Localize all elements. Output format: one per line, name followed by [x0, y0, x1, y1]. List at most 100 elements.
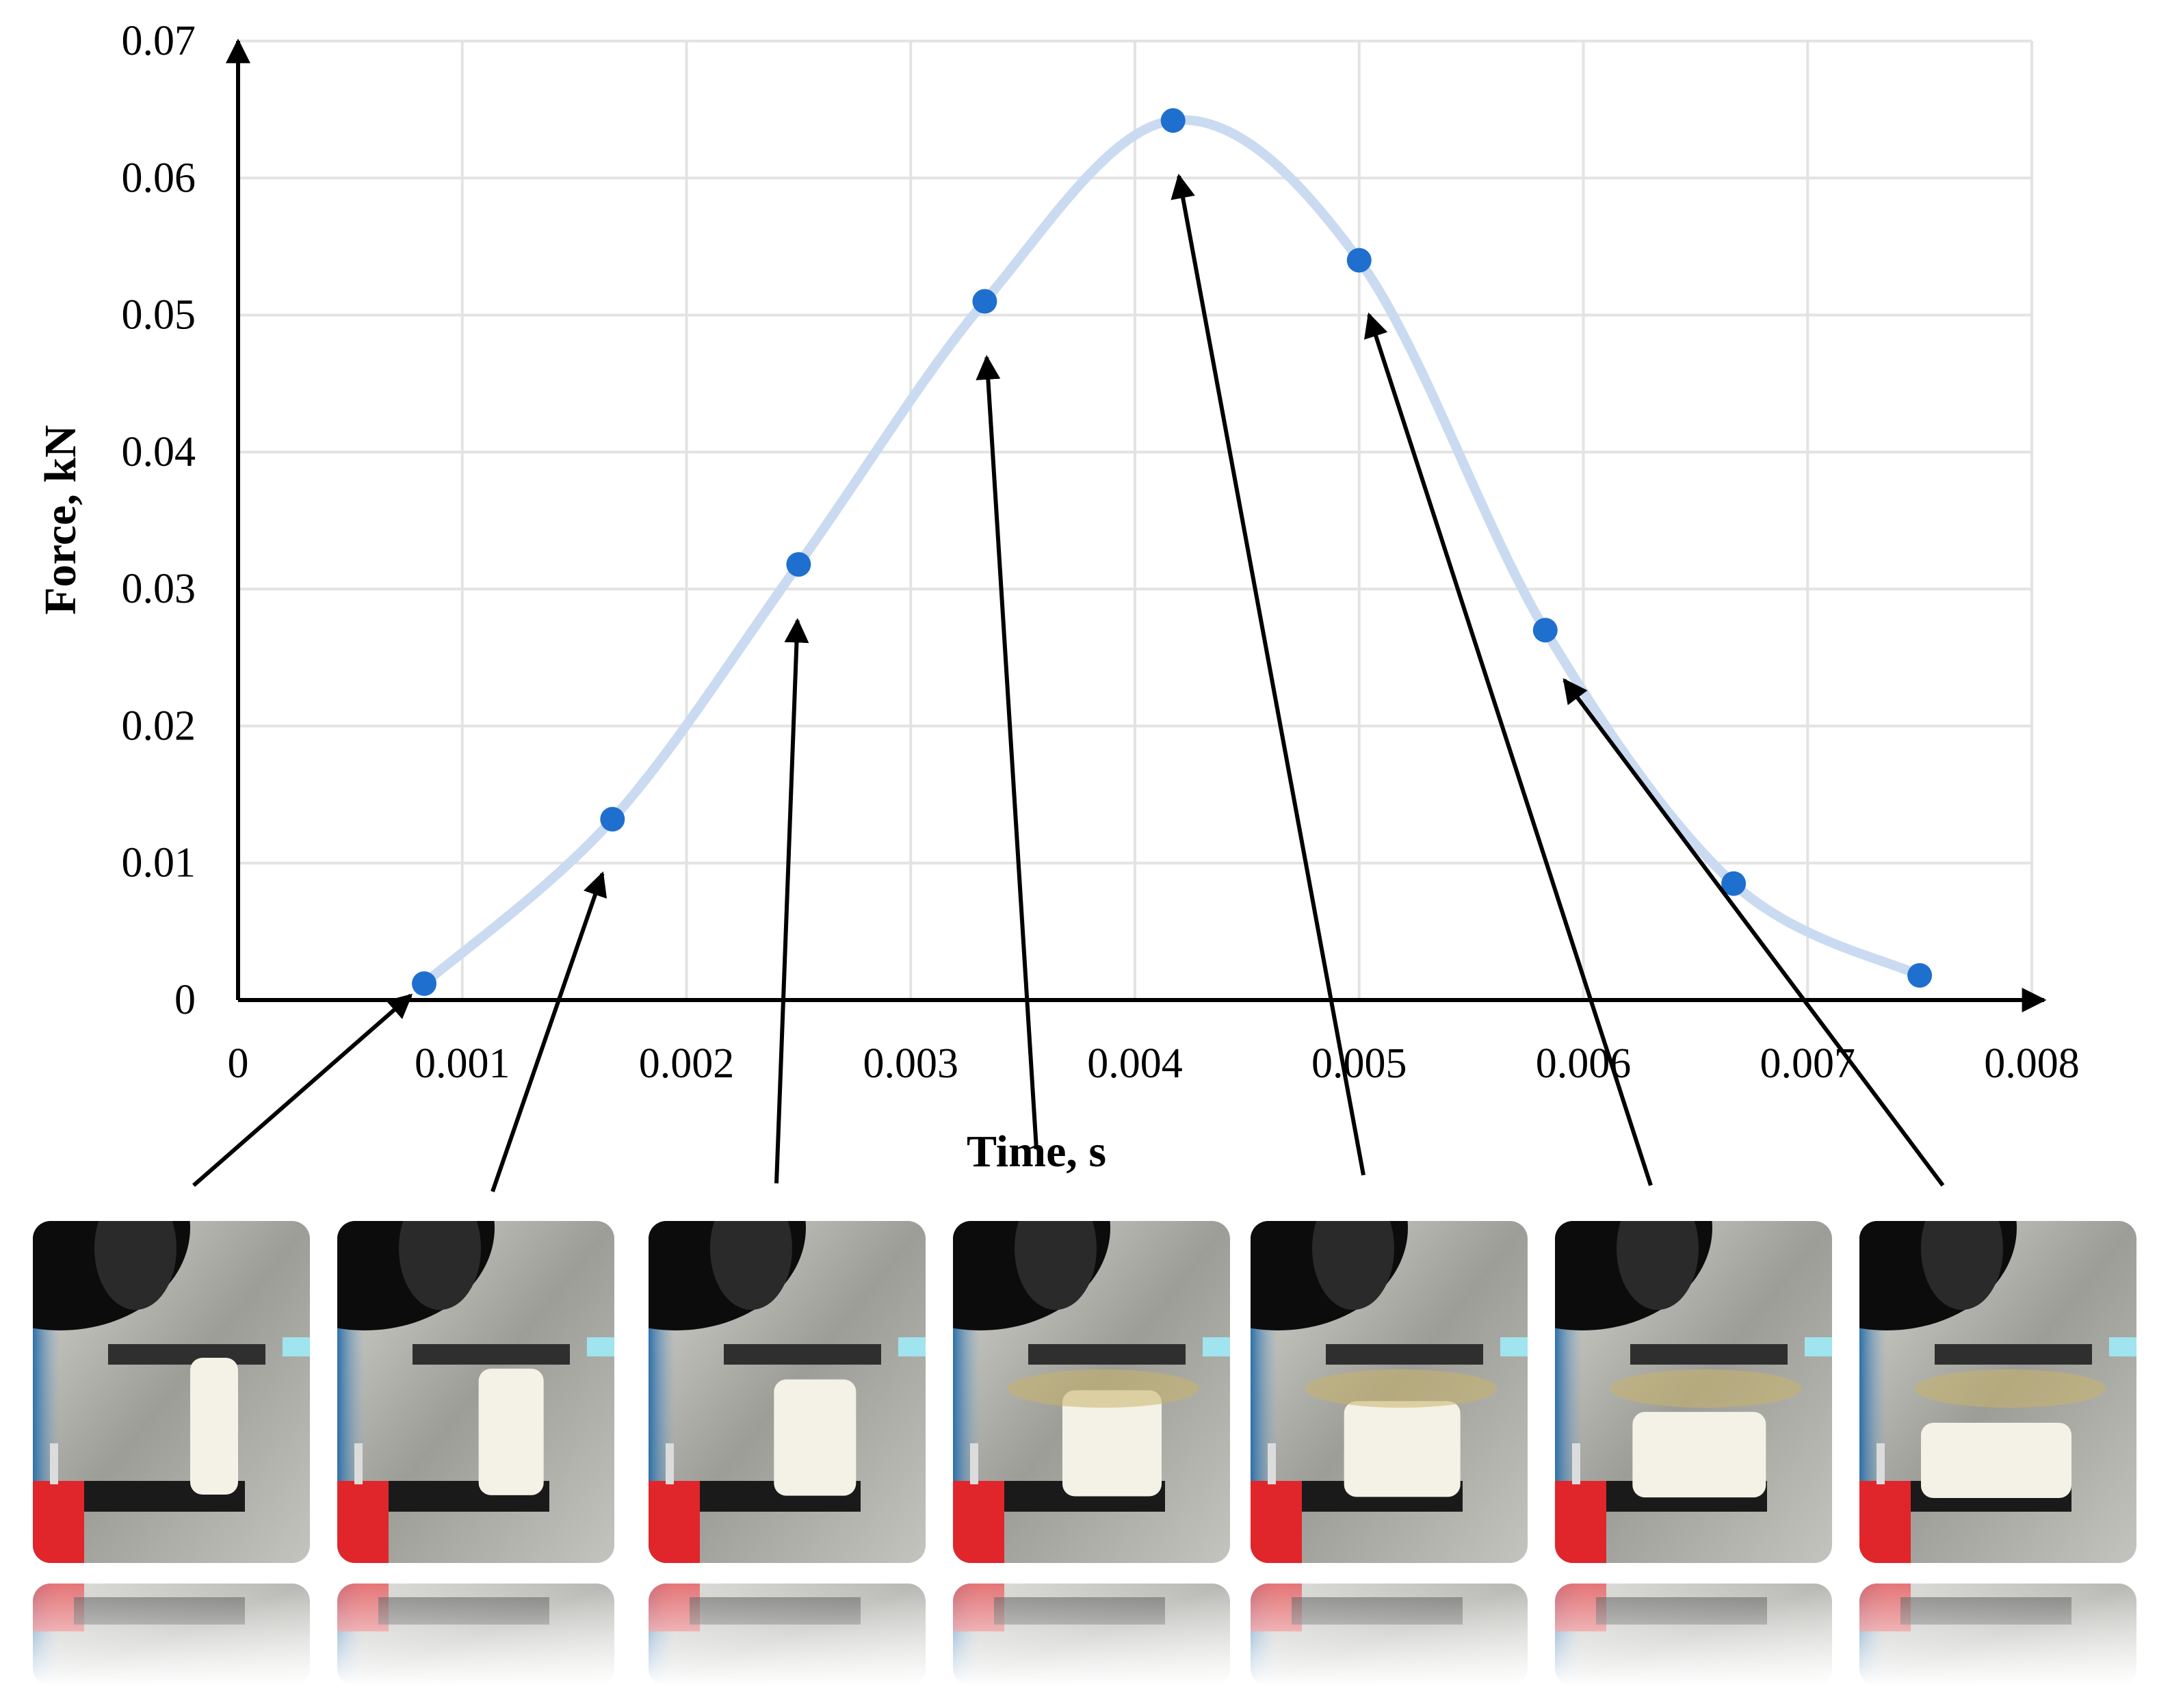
frame-cyan-marker: [1500, 1337, 1528, 1356]
photo-frame-reflection: [649, 1584, 926, 1686]
frame-red-block: [1251, 1481, 1302, 1563]
frame-clamp-bar: [413, 1344, 570, 1365]
frame-reflection-fade: [953, 1584, 1230, 1686]
frame-specimen: [1632, 1412, 1766, 1498]
data-point: [412, 971, 437, 996]
annotation-arrow: [774, 618, 809, 1184]
x-tick-labels: 0 0.001 0.002 0.003 0.004 0.005 0.006 0.007 0.00…: [228, 1040, 2080, 1087]
data-point: [600, 806, 625, 832]
frame-clamp-bar: [1028, 1344, 1186, 1365]
data-point: [1346, 248, 1372, 273]
chart-grid: [238, 40, 2033, 1000]
y-tick-label: 0: [174, 977, 196, 1023]
frame-reflection-fade: [33, 1584, 310, 1686]
frame-cyan-marker: [587, 1337, 614, 1356]
frame-screw: [1572, 1443, 1580, 1484]
frame-screw: [354, 1443, 363, 1484]
photo-frame: [649, 1221, 926, 1563]
data-point: [1721, 871, 1747, 896]
frame-wheel-hub: [399, 1221, 481, 1310]
frame-wheel-hub: [1312, 1221, 1394, 1310]
frame-red-block: [1555, 1481, 1606, 1563]
photo-frame-reflection: [337, 1584, 614, 1686]
frame-reflection-fade: [1555, 1584, 1832, 1686]
frame-reflection-fade: [649, 1584, 926, 1686]
annotation-arrow: [1364, 312, 1653, 1186]
x-tick-label: 0: [228, 1040, 249, 1087]
photo-frame-reflection: [33, 1584, 310, 1686]
y-tick-label: 0.05: [122, 292, 196, 339]
frame-cyan-marker: [898, 1337, 926, 1356]
frame-content: [1859, 1221, 2136, 1563]
photo-frame-reflection: [953, 1584, 1230, 1686]
frame-red-block: [649, 1481, 700, 1563]
x-tick-label: 0.008: [1984, 1040, 2080, 1087]
annotation-arrow: [192, 993, 413, 1187]
frame-specimen: [190, 1358, 238, 1495]
x-tick-label: 0.001: [415, 1040, 510, 1087]
y-tick-label: 0.07: [122, 18, 196, 64]
frame-screw: [970, 1443, 978, 1484]
frame-cyan-marker: [1203, 1337, 1230, 1356]
x-tick-label: 0.002: [639, 1040, 735, 1087]
frame-clamp-bar: [724, 1344, 881, 1365]
frame-glare: [1008, 1369, 1199, 1408]
data-point: [1532, 618, 1558, 643]
frame-content: [337, 1221, 614, 1563]
y-tick-label: 0.02: [122, 702, 196, 749]
frame-screw: [50, 1443, 58, 1484]
annotation-arrow: [491, 871, 607, 1192]
photo-frame: [1555, 1221, 1832, 1563]
frame-red-block: [337, 1481, 389, 1563]
frame-specimen: [1921, 1423, 2071, 1498]
frame-reflection-fade: [1859, 1584, 2136, 1686]
frame-screw: [1877, 1443, 1885, 1484]
photo-frame: [337, 1221, 614, 1563]
frame-red-block: [953, 1481, 1004, 1563]
frame-red-block: [33, 1481, 84, 1563]
frame-content: [649, 1221, 926, 1563]
frame-glare: [1914, 1369, 2106, 1408]
annotation-arrow: [1171, 173, 1365, 1176]
frame-content: [953, 1221, 1230, 1563]
frame-wheel-hub: [1617, 1221, 1699, 1310]
photo-frame-reflection: [1555, 1584, 1832, 1686]
frame-wheel-hub: [94, 1221, 177, 1310]
data-point: [786, 552, 811, 577]
photo-frame: [1251, 1221, 1528, 1563]
annotation-arrow: [976, 354, 1038, 1150]
frame-screw: [1268, 1443, 1276, 1484]
frame-wheel-hub: [1015, 1221, 1097, 1310]
x-tick-label: 0.005: [1311, 1040, 1407, 1087]
frame-specimen: [1344, 1401, 1461, 1497]
photo-frame: [33, 1221, 310, 1563]
frame-glare: [1610, 1369, 1801, 1408]
data-point: [1160, 108, 1186, 133]
frame-wheel-hub: [1921, 1221, 2003, 1310]
frame-clamp-bar: [1935, 1344, 2092, 1365]
frame-wheel-hub: [710, 1221, 792, 1310]
frame-cyan-marker: [1805, 1337, 1832, 1356]
frame-glare: [1305, 1369, 1497, 1408]
frame-specimen: [478, 1368, 544, 1495]
y-tick-label: 0.04: [122, 429, 196, 475]
frame-cyan-marker: [2109, 1337, 2136, 1356]
annotation-arrow: [1563, 678, 1945, 1187]
data-point: [972, 289, 997, 314]
data-points: [412, 108, 1933, 996]
y-axis-title: Force, kN: [36, 425, 86, 614]
annotation-arrows: [192, 173, 1945, 1192]
frame-clamp-bar: [1326, 1344, 1483, 1365]
y-tick-label: 0.03: [122, 566, 196, 612]
y-tick-label: 0.06: [122, 155, 196, 201]
data-point: [1907, 962, 1933, 988]
frame-specimen: [1062, 1390, 1162, 1497]
frame-red-block: [1859, 1481, 1911, 1563]
frame-content: [1555, 1221, 1832, 1563]
frame-specimen: [774, 1379, 857, 1496]
photo-frame-strip: [33, 1221, 2136, 1686]
frame-reflection-fade: [337, 1584, 614, 1686]
frame-cyan-marker: [283, 1337, 310, 1356]
chart-axes: [226, 38, 2047, 1012]
